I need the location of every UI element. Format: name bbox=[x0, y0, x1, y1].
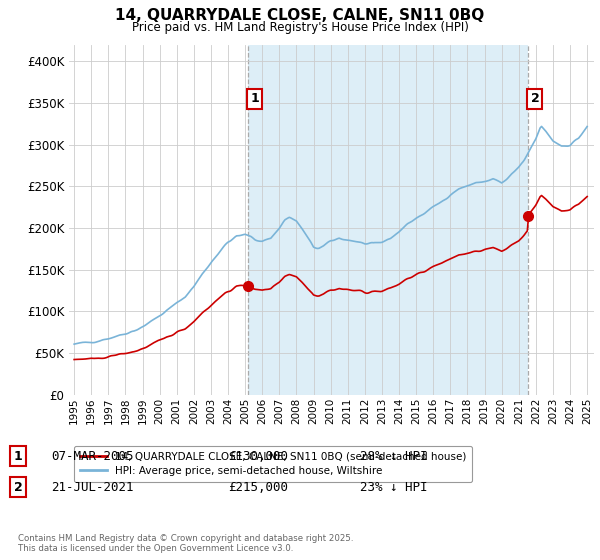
Text: 1: 1 bbox=[251, 92, 259, 105]
Text: 2: 2 bbox=[530, 92, 539, 105]
Text: 23% ↓ HPI: 23% ↓ HPI bbox=[360, 480, 427, 494]
Legend: 14, QUARRYDALE CLOSE, CALNE, SN11 0BQ (semi-detached house), HPI: Average price,: 14, QUARRYDALE CLOSE, CALNE, SN11 0BQ (s… bbox=[74, 446, 472, 482]
Bar bbox=[248, 45, 528, 395]
Text: Price paid vs. HM Land Registry's House Price Index (HPI): Price paid vs. HM Land Registry's House … bbox=[131, 21, 469, 34]
Text: £130,000: £130,000 bbox=[228, 450, 288, 463]
Text: 07-MAR-2005: 07-MAR-2005 bbox=[51, 450, 133, 463]
Text: 2: 2 bbox=[14, 480, 22, 494]
Text: 28% ↓ HPI: 28% ↓ HPI bbox=[360, 450, 427, 463]
Text: 1: 1 bbox=[14, 450, 22, 463]
Text: 14, QUARRYDALE CLOSE, CALNE, SN11 0BQ: 14, QUARRYDALE CLOSE, CALNE, SN11 0BQ bbox=[115, 8, 485, 24]
Text: £215,000: £215,000 bbox=[228, 480, 288, 494]
Text: Contains HM Land Registry data © Crown copyright and database right 2025.
This d: Contains HM Land Registry data © Crown c… bbox=[18, 534, 353, 553]
Text: 21-JUL-2021: 21-JUL-2021 bbox=[51, 480, 133, 494]
